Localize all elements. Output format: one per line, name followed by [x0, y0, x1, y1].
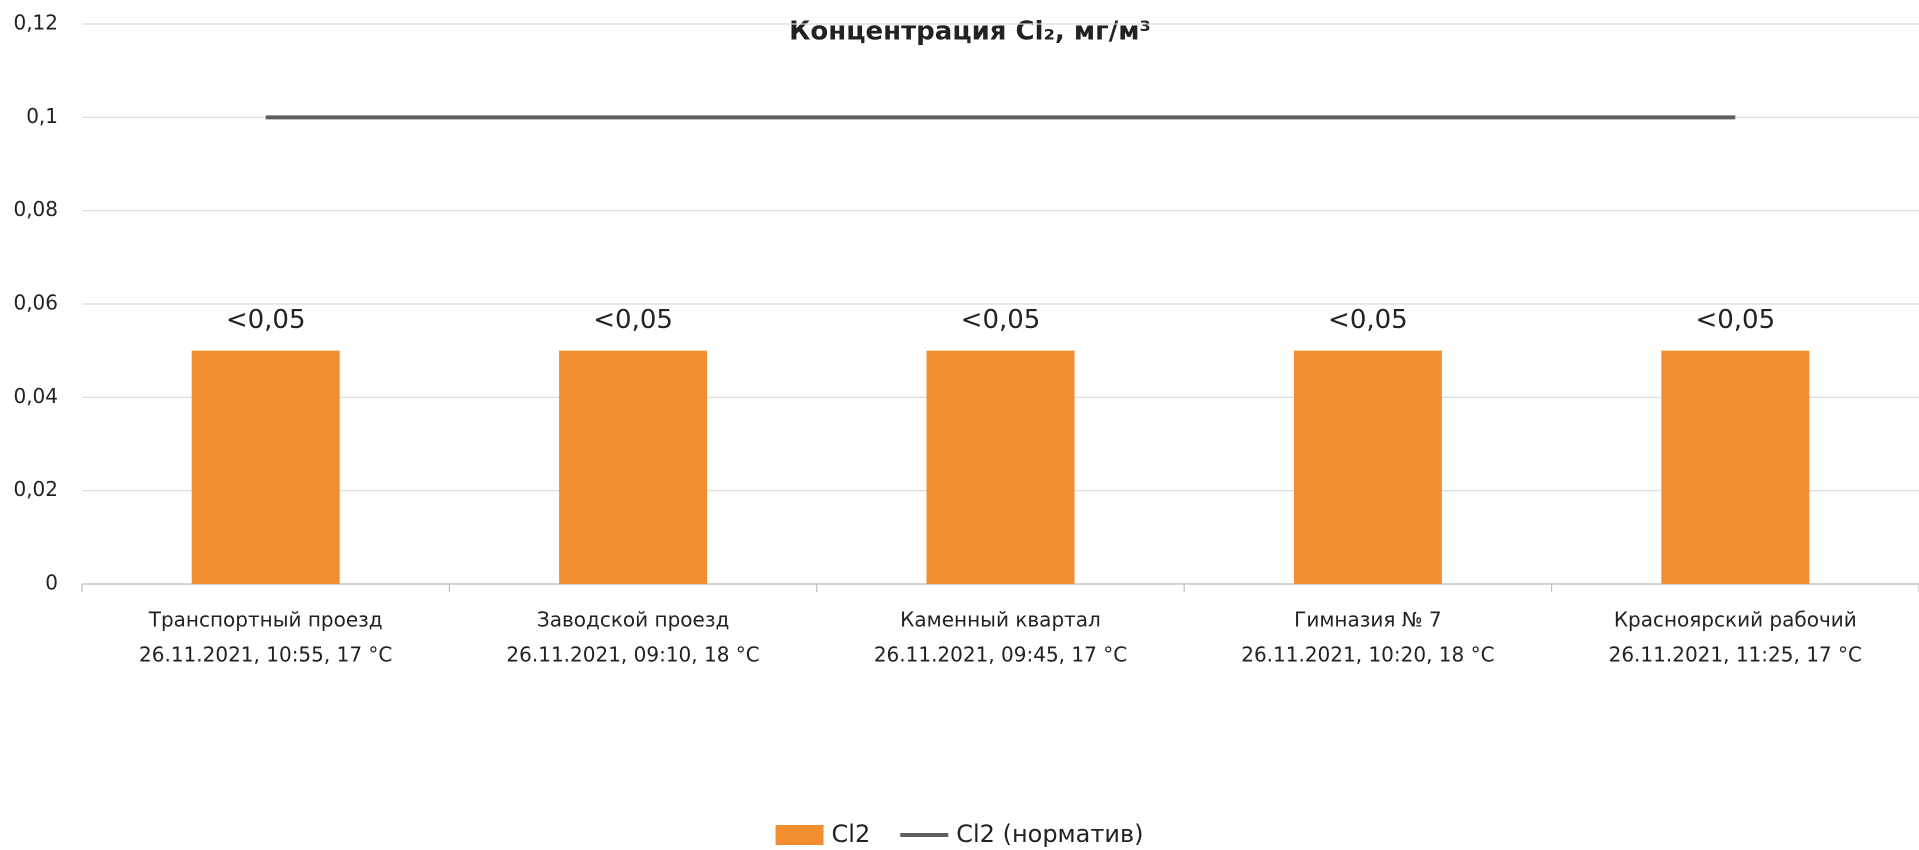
bar	[926, 350, 1075, 584]
x-tick-label: Транспортный проезд	[148, 608, 383, 632]
legend-swatch	[775, 825, 824, 845]
x-tick-label: 26.11.2021, 09:45, 17 °C	[874, 643, 1127, 667]
y-tick-label: 0,02	[13, 477, 58, 501]
data-label: <0,05	[1328, 305, 1408, 335]
x-tick-label: 26.11.2021, 09:10, 18 °C	[506, 643, 759, 667]
x-tick-label: 26.11.2021, 11:25, 17 °C	[1609, 643, 1862, 667]
x-tick-label: Каменный квартал	[900, 608, 1101, 632]
bar	[191, 350, 340, 584]
y-tick-label: 0,1	[26, 104, 58, 128]
data-label: <0,05	[593, 305, 673, 335]
y-tick-label: 0,12	[13, 11, 58, 35]
x-tick-label: 26.11.2021, 10:20, 18 °C	[1241, 643, 1494, 667]
data-label: <0,05	[961, 305, 1041, 335]
bar	[1293, 350, 1442, 584]
bar	[559, 350, 708, 584]
y-tick-label: 0,04	[13, 384, 58, 408]
y-tick-label: 0,08	[13, 197, 58, 221]
legend-label: Cl2 (норматив)	[956, 820, 1143, 848]
x-tick-label: Красноярский рабочий	[1614, 608, 1857, 632]
legend-label: Cl2	[832, 820, 871, 848]
chart-title: Концентрация Cl₂, мг/м³	[789, 17, 1151, 47]
bar	[1661, 350, 1810, 584]
data-label: <0,05	[1695, 305, 1775, 335]
data-label: <0,05	[226, 305, 306, 335]
y-tick-label: 0,06	[13, 291, 58, 315]
x-tick-label: Заводской проезд	[537, 608, 729, 632]
y-tick-label: 0	[45, 571, 58, 595]
x-tick-label: Гимназия № 7	[1294, 608, 1442, 632]
x-tick-label: 26.11.2021, 10:55, 17 °C	[139, 643, 392, 667]
